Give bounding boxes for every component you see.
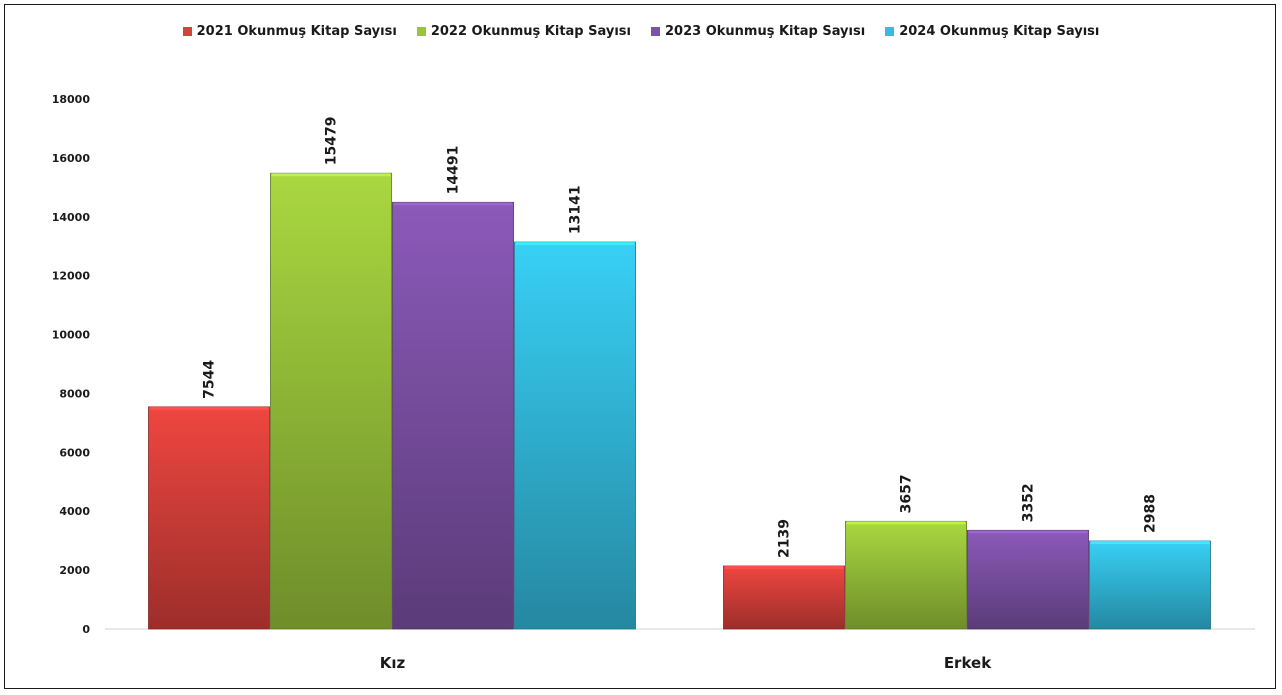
legend-item-2021: 2021 Okunmuş Kitap Sayısı bbox=[182, 24, 397, 39]
legend-label-2022: 2022 Okunmuş Kitap Sayısı bbox=[430, 24, 631, 39]
legend-swatch-2023 bbox=[651, 27, 660, 36]
bar bbox=[845, 520, 967, 630]
legend-swatch-2024 bbox=[885, 27, 895, 36]
y-tick-label: 14000 bbox=[52, 211, 91, 224]
legend-label-2023: 2023 Okunmuş Kitap Sayısı bbox=[665, 24, 866, 39]
legend-label-2021: 2021 Okunmuş Kitap Sayısı bbox=[196, 24, 397, 39]
y-tick-label: 8000 bbox=[59, 387, 90, 400]
data-label: 3352 bbox=[1021, 483, 1037, 522]
y-tick-label: 18000 bbox=[52, 93, 91, 106]
legend-swatch-2022 bbox=[416, 27, 426, 36]
bar-top-highlight bbox=[515, 242, 635, 246]
y-tick-label: 4000 bbox=[59, 505, 90, 518]
legend-item-2024: 2024 Okunmuş Kitap Sayısı bbox=[885, 24, 1099, 39]
data-label: 13141 bbox=[568, 185, 584, 234]
bar-top-highlight bbox=[1090, 541, 1210, 545]
legend-item-2022: 2022 Okunmuş Kitap Sayısı bbox=[416, 24, 631, 39]
bar bbox=[270, 172, 392, 630]
data-label: 14491 bbox=[446, 146, 462, 195]
bar-top-highlight bbox=[149, 406, 269, 410]
legend-label-2024: 2024 Okunmuş Kitap Sayısı bbox=[899, 24, 1100, 39]
bar-top-highlight bbox=[271, 173, 391, 177]
legend-swatch-2021 bbox=[182, 27, 192, 36]
bar bbox=[1089, 540, 1211, 630]
y-tick-label: 6000 bbox=[59, 446, 90, 459]
legend-item-2023: 2023 Okunmuş Kitap Sayısı bbox=[651, 24, 865, 39]
legend: 2021 Okunmuş Kitap Sayısı 2022 Okunmuş K… bbox=[0, 24, 1282, 39]
y-tick-label: 2000 bbox=[59, 564, 90, 577]
bar-top-highlight bbox=[393, 202, 513, 206]
bar-top-highlight bbox=[724, 566, 844, 570]
category-label: Kız bbox=[380, 654, 406, 672]
bar-top-highlight bbox=[846, 521, 966, 525]
bar bbox=[514, 241, 636, 630]
bar bbox=[148, 406, 270, 630]
data-label: 2139 bbox=[777, 519, 793, 558]
bar bbox=[392, 201, 514, 630]
category-label: Erkek bbox=[944, 654, 992, 672]
bar bbox=[967, 529, 1089, 630]
bar bbox=[723, 565, 845, 630]
data-label: 3657 bbox=[899, 474, 915, 513]
bar-top-highlight bbox=[968, 530, 1088, 534]
y-tick-label: 16000 bbox=[52, 152, 91, 165]
data-label: 15479 bbox=[324, 117, 340, 166]
y-tick-label: 0 bbox=[82, 623, 90, 636]
y-tick-label: 12000 bbox=[52, 270, 91, 283]
data-label: 2988 bbox=[1143, 494, 1159, 533]
data-label: 7544 bbox=[202, 360, 218, 399]
y-tick-label: 10000 bbox=[52, 329, 91, 342]
